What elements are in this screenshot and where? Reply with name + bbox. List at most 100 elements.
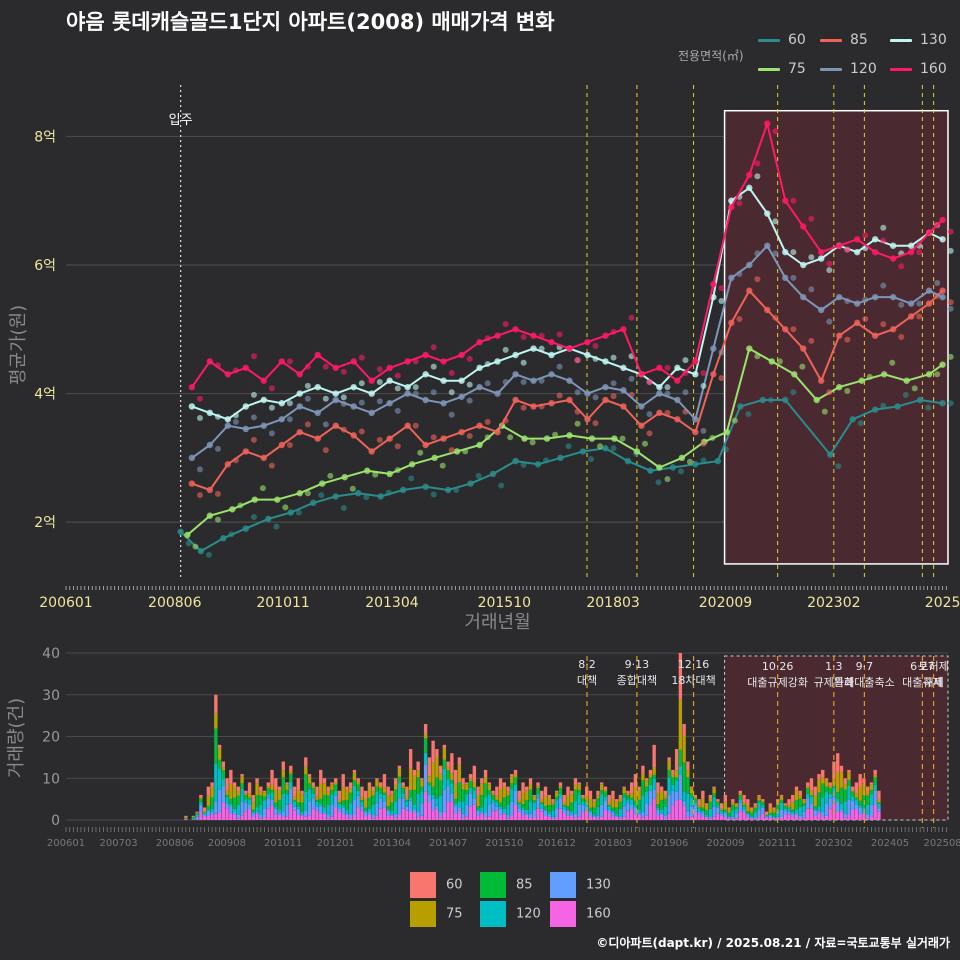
volume-bar-130 — [588, 812, 593, 817]
price-point-85 — [466, 433, 473, 439]
price-point-160 — [440, 358, 447, 365]
price-point-160 — [934, 222, 941, 229]
price-point-120 — [440, 400, 447, 407]
volume-bar-60 — [225, 778, 229, 791]
volume-bar-85 — [191, 816, 196, 819]
volume-bar-160 — [431, 810, 435, 820]
volume-bar-85 — [315, 799, 319, 802]
volume-bar-130 — [274, 808, 278, 815]
price-point-160 — [772, 128, 779, 135]
volume-bar-120 — [307, 788, 312, 802]
volume-bar-120 — [618, 808, 623, 817]
policy-label: 해제 — [923, 675, 943, 689]
price-point-130 — [440, 377, 447, 384]
volume-bar-130 — [821, 812, 825, 818]
volume-bar-130 — [581, 805, 585, 813]
volume-x-tick-label: 200703 — [100, 838, 138, 849]
volume-bar-60 — [869, 782, 874, 785]
volume-bar-130 — [772, 817, 776, 819]
volume-bar-60 — [446, 761, 450, 768]
volume-bar-130 — [202, 814, 207, 817]
volume-bar-60 — [716, 799, 720, 802]
volume-bar-160 — [266, 808, 270, 820]
volume-bar-60 — [806, 782, 810, 787]
volume-bar-130 — [843, 813, 847, 818]
volume-bar-160 — [547, 816, 551, 820]
volume-bar-60 — [783, 803, 787, 805]
policy-label: 1·3 — [825, 660, 843, 673]
volume-bar-60 — [510, 774, 514, 777]
volume-bar-60 — [397, 765, 402, 769]
volume-bar-85 — [697, 807, 701, 809]
volume-bar-75 — [217, 748, 222, 760]
volume-bar-120 — [659, 809, 664, 814]
volume-bar-160 — [525, 814, 529, 820]
volume-bar-75 — [420, 780, 424, 787]
volume-bar-130 — [596, 815, 600, 819]
volume-bar-120 — [259, 804, 263, 815]
volume-bar-130 — [292, 806, 297, 811]
volume-bar-120 — [378, 793, 383, 799]
price-point-85 — [939, 287, 946, 294]
volume-bar-120 — [656, 807, 660, 810]
volume-bar-160 — [360, 810, 364, 820]
price-point-130 — [800, 261, 807, 269]
volume-bar-120 — [255, 807, 259, 812]
volume-bar-130 — [397, 798, 402, 815]
volume-bar-85 — [367, 797, 372, 809]
volume-bar-160 — [453, 813, 458, 820]
volume-y-tick-label: 40 — [42, 646, 60, 662]
volume-bar-75 — [712, 788, 716, 794]
price-point-75 — [282, 504, 289, 511]
price-point-60 — [340, 505, 347, 511]
volume-x-tick-label: 201304 — [373, 838, 411, 849]
volume-bar-120 — [843, 801, 847, 814]
volume-bar-160 — [588, 816, 593, 820]
volume-bar-130 — [858, 807, 862, 815]
price-point-75 — [274, 496, 281, 503]
volume-bar-75 — [510, 776, 514, 784]
volume-bar-120 — [450, 783, 454, 794]
volume-bar-85 — [573, 789, 578, 802]
volume-bar-130 — [401, 798, 405, 809]
volume-bar-160 — [618, 818, 623, 820]
volume-bar-60 — [562, 794, 566, 803]
volume-bar-60 — [405, 786, 409, 797]
volume-bar-120 — [311, 793, 315, 799]
volume-bar-160 — [543, 815, 548, 820]
volume-bar-60 — [656, 782, 660, 793]
volume-bar-130 — [555, 808, 559, 818]
price-point-85 — [764, 306, 771, 314]
volume-bar-75 — [644, 780, 649, 787]
volume-bar-75 — [858, 786, 862, 801]
volume-bar-160 — [723, 816, 728, 820]
volume-bar-85 — [600, 789, 604, 795]
volume-bar-120 — [304, 791, 308, 811]
volume-bar-85 — [821, 783, 825, 798]
price-point-60 — [588, 456, 595, 463]
volume-bar-130 — [618, 816, 623, 819]
price-point-85 — [314, 435, 321, 442]
volume-bar-75 — [319, 783, 323, 799]
volume-bar-60 — [202, 807, 207, 812]
volume-bar-85 — [285, 789, 289, 795]
volume-bar-85 — [401, 788, 405, 794]
volume-bar-120 — [629, 799, 634, 805]
price-point-60 — [947, 400, 954, 407]
volume-bar-160 — [854, 809, 859, 820]
volume-bar-130 — [480, 811, 484, 814]
volume-bar-85 — [502, 797, 506, 809]
volume-bar-130 — [517, 808, 521, 812]
volume-bar-85 — [577, 789, 581, 795]
volume-bar-160 — [727, 818, 731, 820]
volume-bar-160 — [259, 818, 263, 820]
volume-bar-120 — [251, 811, 255, 814]
price-point-120 — [934, 280, 941, 286]
volume-bar-160 — [607, 812, 611, 820]
volume-bar-60 — [382, 774, 387, 788]
price-point-85 — [700, 440, 707, 447]
volume-bar-160 — [682, 805, 686, 820]
volume-bar-120 — [671, 784, 675, 791]
volume-bar-60 — [633, 774, 638, 787]
volume-bar-160 — [738, 811, 742, 820]
